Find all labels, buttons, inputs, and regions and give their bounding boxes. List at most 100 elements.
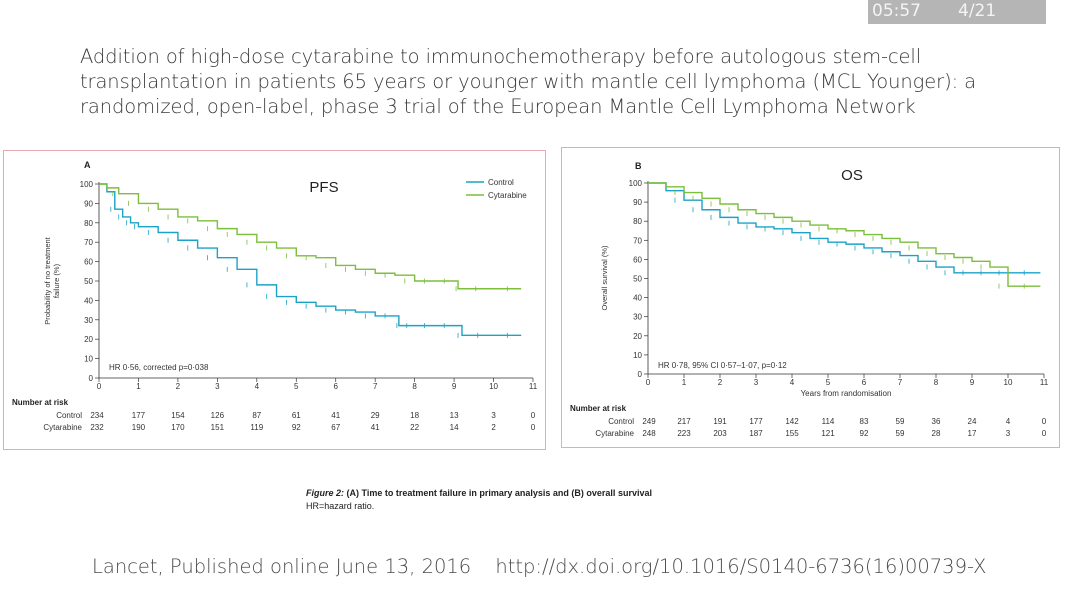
y-tick-label: 40 [84,296,93,305]
risk-count: 41 [331,411,340,420]
risk-count: 29 [371,411,380,420]
slide-counter-bar: 05:57 4/21 [868,0,1046,24]
y-tick-label: 20 [84,335,93,344]
risk-count: 18 [410,411,419,420]
y-axis-label: failure (%) [52,263,61,298]
risk-row-label: Cytarabine [595,429,634,438]
x-axis-label: Years from randomisation [801,389,892,398]
risk-count: 0 [1042,429,1047,438]
risk-row-label: Control [608,417,634,426]
risk-count: 3 [1006,429,1011,438]
slide-title-line: Addition of high-dose cytarabine to immu… [80,45,922,68]
slide-title-line: transplantation in patients 65 years or … [80,70,976,93]
risk-count: 142 [785,417,799,426]
pfs-chart-panel: A PFS 0 10 20 30 40 50 60 70 80 90 100 0 1 2 3 4 5 6 7 8 9 10 11… [3,150,546,450]
risk-count: 3 [491,411,496,420]
risk-count: 177 [132,411,146,420]
risk-count: 249 [642,417,656,426]
risk-count: 17 [968,429,977,438]
risk-row-label: Cytarabine [43,423,82,432]
y-axis-label: Probability of no treatment [43,236,52,324]
x-tick-label: 0 [646,378,651,387]
panel-letter: A [84,160,91,170]
x-tick-label: 3 [754,378,759,387]
doi-link[interactable]: http://dx.doi.org/10.1016/S0140-6736(16)… [495,555,987,578]
y-tick-label: 20 [633,332,642,341]
figure-caption: Figure 2: (A) Time to treatment failure … [306,488,652,511]
y-tick-label: 90 [633,198,642,207]
page-indicator: 4/21 [958,1,997,21]
x-tick-label: 9 [452,382,457,391]
y-axis-label: Overall survival (%) [600,245,609,311]
y-tick-label: 100 [80,180,94,189]
y-tick-label: 80 [633,217,642,226]
risk-count: 177 [749,417,763,426]
risk-count: 41 [371,423,380,432]
risk-count: 126 [211,411,225,420]
slide-title: Addition of high-dose cytarabine to immu… [80,44,1040,119]
x-tick-label: 7 [898,378,903,387]
risk-count: 217 [677,417,691,426]
risk-count: 190 [132,423,146,432]
hr-annotation: HR 0·78, 95% CI 0·57–1·07, p=0·12 [658,361,787,370]
risk-row-label: Control [56,411,82,420]
x-tick-label: 5 [826,378,831,387]
citation-footer: Lancet, Published online June 13, 2016 h… [92,555,1004,578]
x-tick-label: 6 [862,378,867,387]
citation-text: Lancet, Published online June 13, 2016 [92,555,472,578]
x-tick-label: 2 [176,382,181,391]
risk-count: 61 [292,411,301,420]
x-tick-label: 11 [1040,378,1049,387]
y-tick-label: 60 [633,255,642,264]
risk-count: 0 [1042,417,1047,426]
risk-count: 119 [250,423,263,432]
figure-text: (A) Time to treatment failure in primary… [346,488,652,498]
risk-count: 121 [821,429,835,438]
series-line-control [99,183,522,337]
x-tick-label: 8 [412,382,417,391]
risk-count: 59 [896,429,905,438]
risk-count: 234 [90,411,104,420]
series-line-control [648,182,1041,274]
risk-count: 13 [450,411,459,420]
os-chart-panel: B OS 0 10 20 30 40 50 60 70 80 90 100 0 1 2 3 4 5 6 7 8 9 10 11 O… [561,147,1060,448]
elapsed-time: 05:57 [872,1,921,21]
risk-count: 92 [860,429,869,438]
x-tick-label: 1 [682,378,687,387]
risk-count: 87 [252,411,261,420]
risk-count: 67 [331,423,340,432]
series-line-cytarabine [648,182,1041,287]
y-tick-label: 80 [84,219,93,228]
risk-count: 248 [642,429,656,438]
risk-count: 203 [713,429,727,438]
y-tick-label: 70 [633,236,642,245]
y-tick-label: 90 [84,199,93,208]
x-tick-label: 1 [136,382,141,391]
risk-count: 14 [450,423,459,432]
hr-annotation: HR 0·56, corrected p=0·038 [109,363,209,372]
y-tick-label: 0 [89,374,94,383]
risk-count: 170 [171,423,185,432]
chart-title: PFS [309,179,338,196]
figure-label: Figure 2: [306,488,345,498]
y-tick-label: 100 [629,179,643,188]
risk-table-title: Number at risk [570,404,627,413]
risk-count: 28 [932,429,941,438]
risk-count: 223 [677,429,691,438]
x-tick-label: 9 [970,378,975,387]
y-tick-label: 30 [633,313,642,322]
slide-title-line: randomized, open-label, phase 3 trial of… [80,95,916,118]
legend-label-control: Control [488,178,514,187]
x-tick-label: 8 [934,378,939,387]
risk-count: 22 [410,423,419,432]
y-tick-label: 60 [84,258,93,267]
x-tick-label: 6 [334,382,339,391]
x-tick-label: 11 [529,382,538,391]
y-tick-label: 70 [84,238,93,247]
y-tick-label: 30 [84,316,93,325]
y-tick-label: 0 [638,370,643,379]
y-tick-label: 10 [84,355,93,364]
risk-count: 232 [90,423,104,432]
